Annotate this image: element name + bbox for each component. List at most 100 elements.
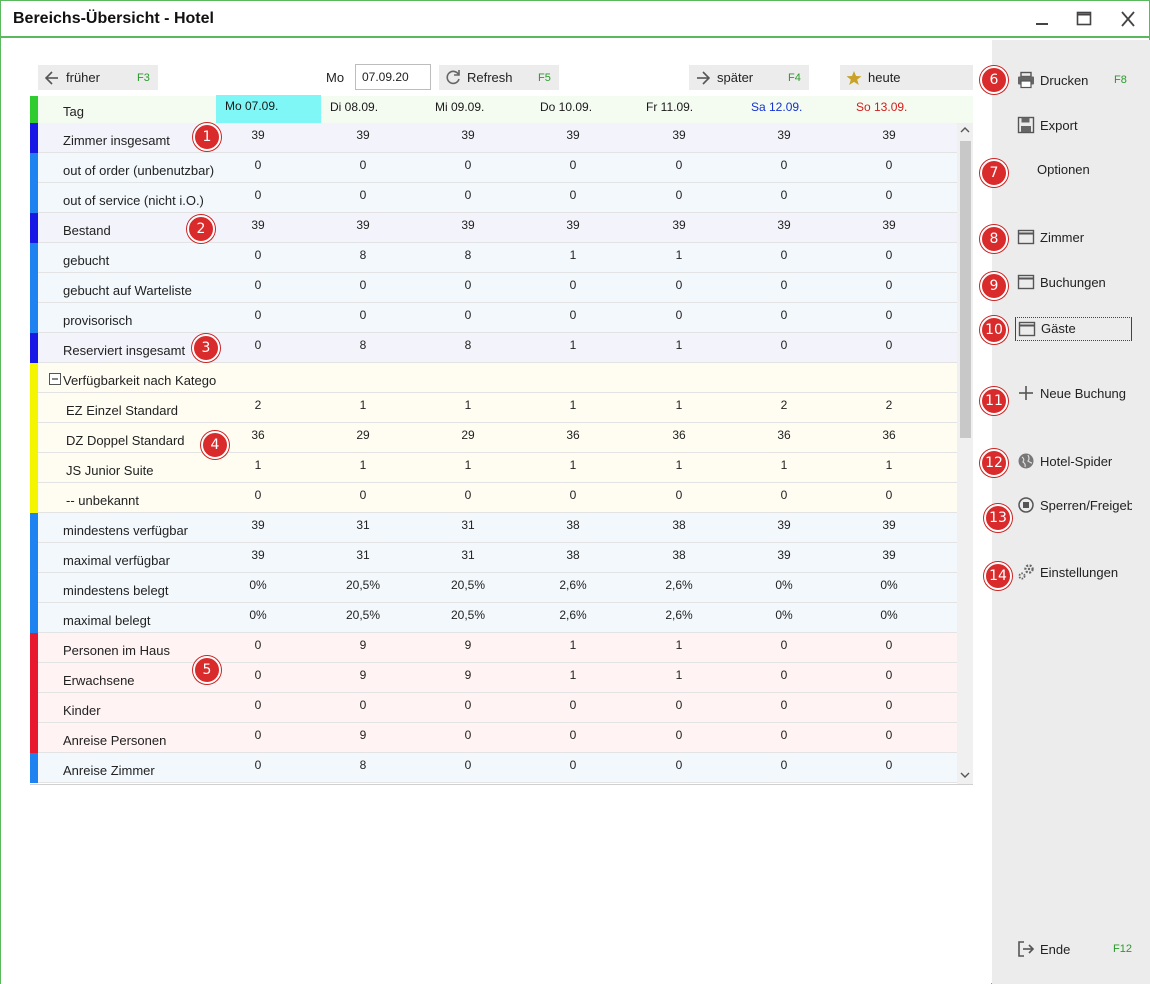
cell-value: 38 [566,548,580,562]
cell-value: 39 [672,218,686,232]
cell-value: 1 [885,458,893,472]
vertical-scrollbar[interactable] [957,123,973,784]
cell-value: 0 [569,308,577,322]
column-header-3[interactable]: Do 10.09. [540,100,593,114]
table-row[interactable]: EZ Einzel Standard 2 1 1 1 1 2 2 [30,393,957,423]
printer-icon [1018,71,1034,89]
table-row[interactable]: out of service (nicht i.O.) 0 0 0 0 0 0 0 [30,183,957,213]
cell-value: 39 [251,218,265,232]
end-label: Ende [1040,942,1071,957]
maximize-button[interactable] [1069,7,1099,31]
cell-value: 36 [777,428,791,442]
cell-value: 1 [569,398,577,412]
column-header-5[interactable]: Sa 12.09. [751,100,803,114]
block-release-label: Sperren/Freigeben [1040,498,1132,513]
table-row[interactable]: Anreise Zimmer 0 8 0 0 0 0 0 [30,753,957,783]
cell-value: 8 [464,338,472,352]
cell-value: 0 [780,728,788,742]
scroll-up-icon[interactable] [960,126,970,134]
row-label: mindestens belegt [63,583,169,598]
table-row[interactable]: -- unbekannt 0 0 0 0 0 0 0 [30,483,957,513]
close-button[interactable] [1113,7,1143,31]
table-row[interactable]: gebucht 0 8 8 1 1 0 0 [30,243,957,273]
row-label: Reserviert insgesamt [63,343,186,358]
table-row[interactable]: Zimmer insgesamt 39 39 39 39 39 39 39 [30,123,957,153]
cell-value: 0 [359,308,367,322]
table-row[interactable]: Personen im Haus 0 9 9 1 1 0 0 [30,633,957,663]
maximize-icon [1076,11,1092,26]
row-color-bar [30,603,38,633]
cell-value: 1 [569,638,577,652]
guests-button[interactable]: Gäste [1015,317,1132,341]
table-row[interactable]: DZ Doppel Standard 36 29 29 36 36 36 36 [30,423,957,453]
table-row[interactable]: Bestand 39 39 39 39 39 39 39 [30,213,957,243]
row-label: maximal belegt [63,613,151,628]
cell-value: 2,6% [559,578,587,592]
row-color-bar [30,753,38,783]
table-row[interactable]: Anreise Personen 0 9 0 0 0 0 0 [30,723,957,753]
gears-icon [1018,564,1034,580]
cell-value: 0 [464,728,472,742]
cell-value: 2,6% [665,608,693,622]
exit-icon [1018,941,1035,957]
cell-value: 39 [777,128,791,142]
cell-value: 1 [569,248,577,262]
cell-value: 31 [356,548,370,562]
scroll-down-icon[interactable] [960,771,970,779]
today-button[interactable]: heute [840,65,973,90]
cell-value: 39 [356,128,370,142]
column-header-2[interactable]: Mi 09.09. [435,100,485,114]
cell-value: 0 [885,728,893,742]
date-field[interactable] [355,64,431,90]
cell-value: 0 [780,248,788,262]
table-row[interactable]: maximal verfügbar 39 31 31 38 38 39 39 [30,543,957,573]
table-row[interactable]: mindestens belegt 0% 20,5% 20,5% 2,6% 2,6% 0% 0… [30,573,957,603]
table-row[interactable]: Verfügbarkeit nach Kategorie [30,363,957,393]
cell-value: 0 [359,158,367,172]
table-row[interactable]: JS Junior Suite 1 1 1 1 1 1 1 [30,453,957,483]
cell-value: 0 [569,488,577,502]
earlier-button[interactable]: früher F3 [38,65,158,90]
cell-value: 0 [885,758,893,772]
cell-value: 0 [885,698,893,712]
rooms-label: Zimmer [1040,230,1085,245]
table-row[interactable]: Kinder 0 0 0 0 0 0 0 [30,693,957,723]
table-row[interactable]: Reserviert insgesamt 0 8 8 1 1 0 0 [30,333,957,363]
plus-icon [1019,386,1033,400]
later-label: später [717,70,754,85]
row-color-bar [30,543,38,573]
table-row[interactable]: maximal belegt 0% 20,5% 20,5% 2,6% 2,6% 0% 0% [30,603,957,633]
table-row[interactable]: mindestens verfügbar 39 31 31 38 38 39 39 [30,513,957,543]
column-header-1[interactable]: Di 08.09. [330,100,379,114]
window-title: Bereichs-Übersicht - Hotel [13,10,214,27]
row-label: gebucht auf Warteliste [63,283,192,298]
cell-value: 0% [880,578,898,592]
collapse-icon[interactable] [49,373,61,385]
scrollbar-thumb[interactable] [960,141,971,438]
cell-value: 0 [885,638,893,652]
table-row[interactable]: out of order (unbenutzbar) 0 0 0 0 0 0 0 [30,153,957,183]
row-color-bar [30,483,38,513]
row-color-bar [30,123,38,153]
table-row[interactable]: gebucht auf Warteliste 0 0 0 0 0 0 0 [30,273,957,303]
cell-value: 0 [885,668,893,682]
cell-value: 0 [569,728,577,742]
later-button[interactable]: später F4 [689,65,809,90]
cell-value: 2,6% [559,608,587,622]
minimize-button[interactable] [1027,7,1057,31]
column-header-6[interactable]: So 13.09. [856,100,908,114]
row-color-bar [30,693,38,723]
table-row[interactable]: Erwachsene 0 9 9 1 1 0 0 [30,663,957,693]
table-row[interactable]: provisorisch 0 0 0 0 0 0 0 [30,303,957,333]
row-color-bar [30,363,38,393]
grid-rows: Zimmer insgesamt 39 39 39 39 39 39 39 out of ord… [30,123,957,784]
cell-value: 0 [569,758,577,772]
column-header-0[interactable]: Mo 07.09. [216,95,321,123]
cell-value: 0 [254,758,262,772]
row-label: Bestand [63,223,111,238]
cell-value: 1 [675,668,683,682]
cell-value: 39 [251,548,265,562]
refresh-button[interactable]: Refresh F5 [439,65,559,90]
column-header-4[interactable]: Fr 11.09. [646,100,694,114]
cell-value: 0 [780,488,788,502]
